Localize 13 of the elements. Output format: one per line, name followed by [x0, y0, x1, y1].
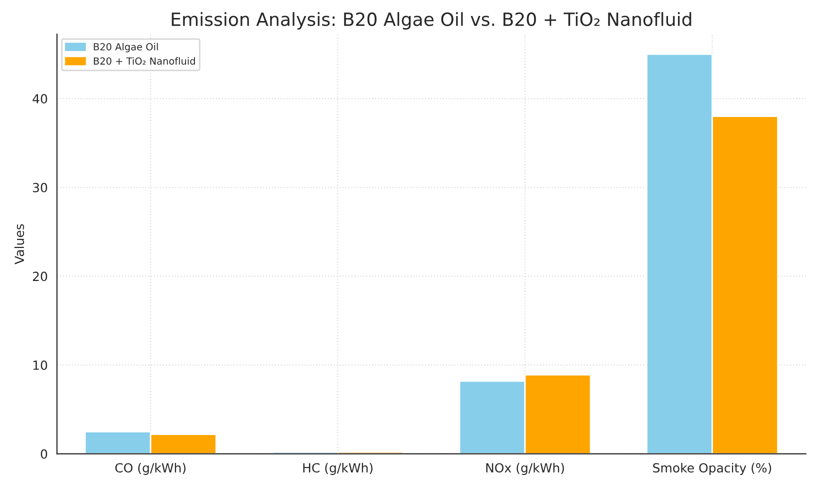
legend-label: B20 + TiO₂ Nanofluid: [94, 57, 195, 65]
y-tick-label: 0: [40, 449, 48, 459]
y-tick-label: 20: [32, 272, 48, 282]
y-tick-label: 40: [32, 94, 48, 104]
y-tick-label: 30: [33, 182, 48, 192]
chart-title: Emission Analysis: B20 Algae Oil vs. B20 + TiO₂ Nanofluid: [172, 12, 692, 30]
y-tick-label: 10: [33, 360, 48, 370]
y-axis-title: Values: [14, 224, 24, 264]
x-tick-label: CO (g/kWh): [115, 462, 186, 475]
x-tick-label: Smoke Opacity (%): [653, 462, 772, 475]
legend-label: B20 Algae Oil: [94, 42, 158, 52]
x-tick-label: HC (g/kWh): [303, 462, 372, 475]
x-tick-label: NOx (g/kWh): [486, 462, 564, 475]
